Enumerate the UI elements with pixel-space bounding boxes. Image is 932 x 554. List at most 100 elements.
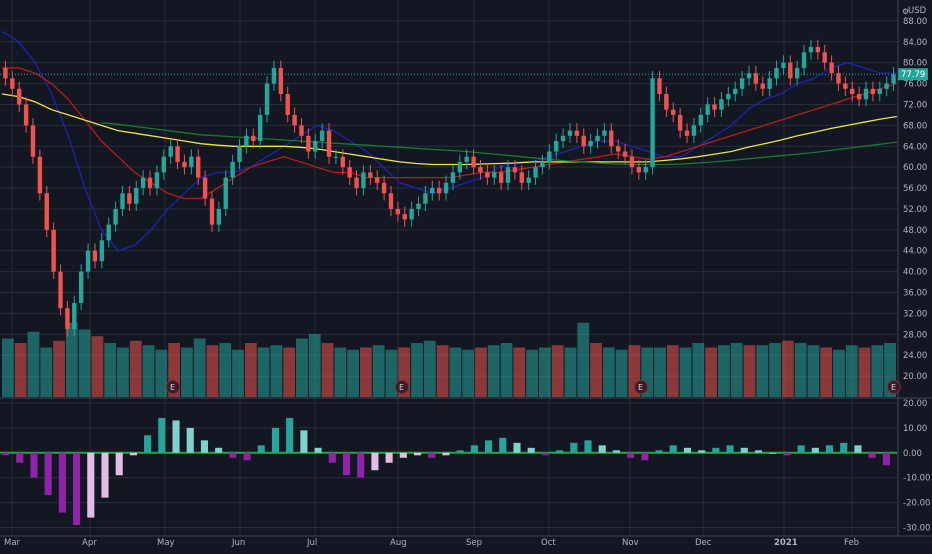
macd-bar <box>286 417 294 453</box>
x-tick-label: May <box>157 538 175 548</box>
volume-bar <box>385 349 398 397</box>
volume-bar <box>551 345 564 397</box>
macd-tick-label: -30.00 <box>903 524 930 534</box>
candle-body <box>781 62 786 68</box>
candle-body <box>381 182 387 194</box>
candle-body <box>533 167 538 178</box>
volume-bar <box>296 338 308 397</box>
macd-bar <box>243 452 251 461</box>
x-tick-label: Jul <box>306 538 317 548</box>
earnings-marker[interactable] <box>634 380 648 394</box>
earnings-marker[interactable] <box>395 380 409 394</box>
candle-body <box>285 94 290 115</box>
candle-body <box>354 177 359 189</box>
candle-body <box>726 94 731 100</box>
candle-body <box>657 78 662 95</box>
candle-body <box>443 182 449 194</box>
macd-bar <box>73 452 81 526</box>
volume-bar <box>884 343 896 397</box>
volume-bar <box>398 347 411 397</box>
candle-body <box>767 78 772 89</box>
moving-average-line <box>1 30 897 252</box>
candle-body <box>671 109 676 115</box>
last-price-badge <box>898 68 928 81</box>
candle-body <box>519 172 524 183</box>
candle-body <box>891 74 896 84</box>
candle-body <box>492 172 497 178</box>
macd-bar <box>2 452 10 456</box>
volume-bar <box>155 349 168 397</box>
macd-bar <box>698 450 706 453</box>
volume-bar <box>232 349 244 397</box>
macd-bar <box>314 447 322 453</box>
volume-bar <box>654 347 666 397</box>
price-tick-label: 36.00 <box>903 289 927 299</box>
candle-body <box>368 172 373 178</box>
candle-body <box>698 114 703 126</box>
candle-body <box>347 167 352 178</box>
volume-bar <box>423 340 436 397</box>
macd-bar <box>726 445 734 453</box>
macd-bar <box>854 445 862 453</box>
volume-bar <box>283 347 296 397</box>
candle-body <box>595 135 600 142</box>
volume-bar <box>104 343 117 397</box>
price-tick-label: 40.00 <box>903 268 927 278</box>
volume-bar <box>781 340 794 397</box>
candle-body <box>147 177 153 189</box>
volume-bar <box>372 345 385 397</box>
macd-bar <box>527 447 535 453</box>
candle-body <box>863 88 869 100</box>
candle-body <box>801 52 807 68</box>
volume-bar <box>564 347 577 397</box>
candle-body <box>836 73 841 84</box>
x-tick-label: Jun <box>231 538 245 548</box>
candle-body <box>271 67 277 84</box>
earnings-marker-label: E <box>891 383 896 392</box>
macd-bar <box>584 440 592 453</box>
candle-body <box>140 177 146 189</box>
candle-body <box>326 130 332 157</box>
macd-bar <box>868 452 876 458</box>
volume-bar <box>193 338 206 397</box>
candle-body <box>134 188 139 204</box>
candle-body <box>340 156 345 168</box>
candle-body <box>17 88 22 105</box>
volume-bar <box>321 343 334 397</box>
candle-body <box>127 193 132 204</box>
earnings-marker[interactable] <box>887 380 901 394</box>
candle-body <box>264 83 270 115</box>
candle-body <box>388 193 394 209</box>
candle-body <box>870 88 876 95</box>
x-tick-label: Nov <box>622 538 639 548</box>
volume-bar <box>590 343 602 397</box>
earnings-marker-label: E <box>638 383 643 392</box>
candle-body <box>423 193 428 204</box>
candle-body <box>567 130 573 136</box>
candle-body <box>244 135 249 147</box>
volume-bar <box>794 343 807 397</box>
macd-tick-label: -10.00 <box>903 474 930 484</box>
macd-bar <box>612 450 620 453</box>
macd-bar <box>470 445 478 453</box>
volume-bar <box>679 347 692 397</box>
candle-body <box>361 172 366 189</box>
macd-bar <box>783 452 791 456</box>
candle-body <box>788 62 793 79</box>
candle-body <box>216 208 222 225</box>
candle-body <box>189 156 194 168</box>
macd-bar <box>87 452 95 518</box>
volume-bar <box>628 345 641 397</box>
currency-label: USD <box>908 6 927 16</box>
x-tick-label: Feb <box>844 538 859 548</box>
settings-icon[interactable]: ⚙ <box>902 7 909 16</box>
macd-bar <box>825 445 834 453</box>
macd-bar <box>499 437 507 453</box>
candle-body <box>850 88 855 95</box>
earnings-marker[interactable] <box>166 380 180 394</box>
macd-tick-label: 0.00 <box>903 449 922 459</box>
candle-body <box>739 78 745 89</box>
volume-bar <box>743 345 756 397</box>
